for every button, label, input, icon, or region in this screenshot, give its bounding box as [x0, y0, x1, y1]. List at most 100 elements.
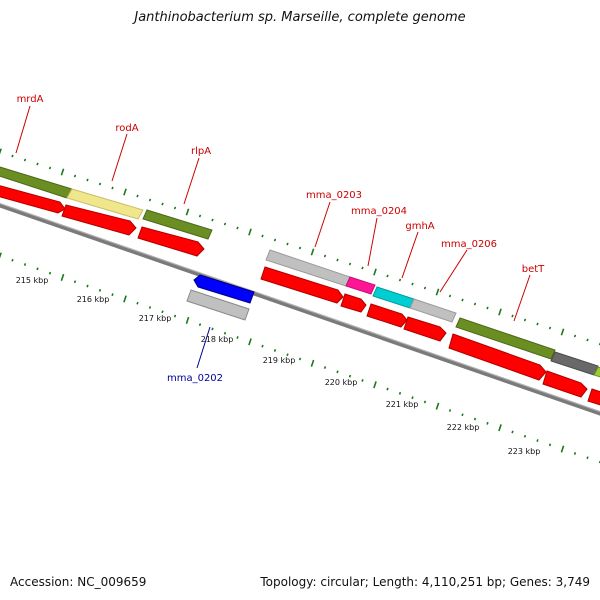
major-tick — [0, 148, 2, 155]
minor-tick — [548, 443, 552, 447]
major-tick — [248, 228, 252, 236]
gene-labels: mrdA rodA rlpA mma_0203 mma_0204 gmhA mm… — [17, 94, 546, 384]
minor-tick — [423, 400, 427, 404]
kbp-label: 217 kbp — [139, 314, 172, 323]
major-tick — [435, 288, 440, 296]
accession-text: Accession: NC_009659 — [10, 575, 147, 589]
minor-tick — [448, 294, 452, 298]
minor-tick — [273, 349, 277, 352]
minor-tick — [198, 323, 202, 327]
major-tick — [373, 381, 377, 389]
minor-tick — [336, 258, 339, 262]
gene-block-rlpA[interactable] — [142, 209, 213, 240]
cds-arrow[interactable] — [137, 226, 205, 257]
minor-tick — [386, 387, 389, 391]
cds-arrow[interactable] — [260, 266, 344, 304]
gene-label-rodA[interactable]: rodA — [115, 123, 138, 134]
minor-tick — [36, 267, 39, 271]
minor-tick — [361, 266, 364, 270]
minor-tick — [361, 379, 364, 382]
kbp-label: 223 kbp — [508, 447, 541, 456]
minor-tick — [223, 331, 227, 335]
gene-label-mma_0204[interactable]: mma_0204 — [351, 206, 407, 217]
gene-label-mrdA[interactable]: mrdA — [17, 94, 44, 105]
minor-tick — [523, 434, 527, 438]
cds-arrow[interactable] — [587, 388, 600, 408]
minor-tick — [298, 246, 302, 250]
minor-tick — [423, 286, 427, 290]
minor-tick — [573, 452, 577, 455]
minor-tick — [86, 284, 89, 288]
cds-arrow[interactable] — [448, 333, 547, 381]
minor-tick — [23, 158, 27, 162]
minor-tick — [473, 302, 477, 306]
minor-tick — [73, 280, 77, 284]
minor-tick — [523, 318, 527, 322]
gene-label-betT[interactable]: betT — [522, 264, 545, 275]
gene-label-mma_0203[interactable]: mma_0203 — [306, 190, 362, 201]
gene-block-next[interactable] — [550, 351, 599, 376]
minor-tick — [236, 226, 239, 230]
minor-tick — [98, 182, 102, 186]
minor-tick — [211, 327, 214, 331]
minor-tick — [136, 194, 139, 198]
map-title: Janthinobacterium sp. Marseille, complet… — [134, 10, 466, 25]
major-tick — [248, 338, 252, 346]
major-tick — [60, 273, 65, 282]
minor-tick — [223, 222, 227, 226]
minor-tick — [573, 334, 577, 338]
gene-block-mma_0206[interactable] — [409, 298, 457, 323]
major-tick — [310, 248, 315, 256]
gene-label-gmhA[interactable]: gmhA — [405, 221, 434, 232]
cds-arrow[interactable] — [61, 204, 137, 236]
minor-tick — [198, 214, 202, 218]
minor-tick — [261, 344, 264, 348]
major-tick — [185, 208, 190, 216]
minor-tick — [148, 198, 152, 202]
gene-block-betT[interactable] — [455, 317, 556, 360]
cds-arrow[interactable] — [0, 183, 66, 214]
kbp-label: 220 kbp — [325, 378, 358, 387]
minor-tick — [473, 417, 477, 421]
minor-tick — [111, 186, 114, 190]
cds-arrow[interactable] — [340, 293, 367, 313]
gene-block-edge[interactable] — [593, 366, 600, 380]
minor-tick — [298, 357, 302, 361]
minor-tick — [236, 336, 239, 339]
kbp-label: 221 kbp — [386, 400, 419, 409]
gene-label-rlpA[interactable]: rlpA — [191, 146, 211, 157]
minor-tick — [11, 154, 14, 158]
gene-block-reverse[interactable] — [186, 289, 250, 321]
gene-label-mma_0202[interactable]: mma_0202 — [167, 373, 223, 384]
minor-tick — [23, 263, 27, 266]
inner-tick-ring — [0, 252, 600, 464]
major-tick — [123, 188, 127, 196]
gene-block-rodA[interactable] — [66, 188, 144, 220]
minor-tick — [323, 254, 327, 258]
cds-arrow[interactable] — [403, 316, 447, 342]
kbp-label: 218 kbp — [201, 335, 234, 344]
minor-tick — [161, 202, 164, 206]
cds-arrow[interactable] — [542, 370, 588, 398]
minor-tick — [98, 288, 102, 292]
kbp-label: 215 kbp — [16, 276, 49, 285]
minor-tick — [398, 391, 402, 395]
minor-tick — [461, 413, 464, 417]
minor-tick — [261, 234, 264, 238]
minor-tick — [48, 271, 52, 275]
major-tick — [560, 328, 565, 336]
gene-block-gmhA[interactable] — [372, 286, 415, 309]
cds-arrow[interactable] — [366, 303, 408, 328]
kbp-label: 216 kbp — [77, 295, 110, 304]
reverse-cds-arrow-mma_0202[interactable] — [193, 274, 255, 304]
backbone-line-light — [0, 202, 600, 413]
minor-tick — [323, 366, 327, 369]
minor-tick — [586, 456, 589, 460]
minor-tick — [148, 306, 152, 309]
gene-block-mma_0204[interactable] — [345, 276, 376, 295]
major-tick — [123, 295, 127, 303]
gene-label-mma_0206[interactable]: mma_0206 — [441, 239, 497, 250]
backbone-line — [0, 203, 600, 416]
genome-stats-text: Topology: circular; Length: 4,110,251 bp… — [260, 575, 590, 589]
